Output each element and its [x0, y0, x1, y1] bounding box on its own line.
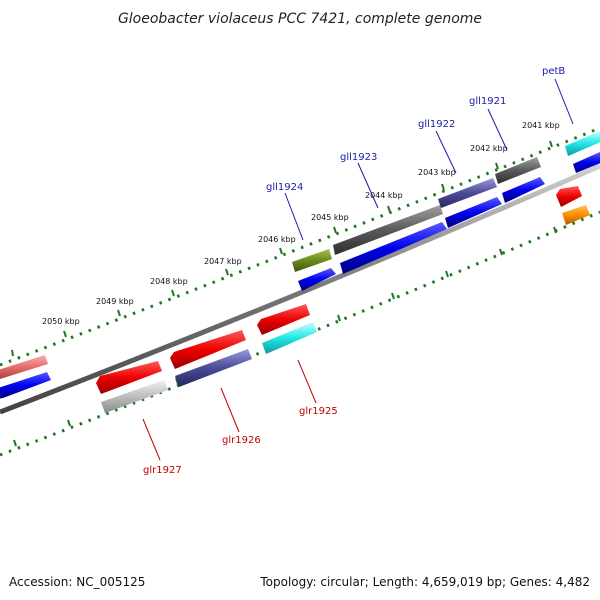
gene-label-gll1921[interactable]: gll1921: [469, 96, 506, 107]
gene-feature[interactable]: [292, 249, 332, 272]
forward-genes: [0, 131, 600, 399]
gene-feature[interactable]: [502, 177, 545, 203]
gene-feature[interactable]: [562, 205, 590, 225]
gene-feature[interactable]: [340, 222, 447, 274]
scale-label: 2044 kbp: [365, 191, 403, 200]
gene-feature[interactable]: [495, 157, 541, 184]
gene-label-glr1926[interactable]: glr1926: [222, 435, 261, 446]
gene-feature[interactable]: [565, 131, 600, 156]
gene-feature[interactable]: [257, 304, 310, 335]
scale-labels: 2041 kbp 2042 kbp 2043 kbp 2044 kbp 2045…: [42, 121, 560, 326]
scale-label: 2041 kbp: [522, 121, 560, 130]
scale-label: 2043 kbp: [418, 168, 456, 177]
gene-feature[interactable]: [445, 197, 502, 228]
scale-label: 2045 kbp: [311, 213, 349, 222]
gene-feature[interactable]: [333, 205, 443, 255]
gene-feature[interactable]: [573, 152, 600, 173]
gene-labels: petB gll1921 gll1922 gll1923 gll1924 glr…: [143, 66, 565, 476]
gene-feature[interactable]: [170, 330, 246, 369]
scale-label: 2049 kbp: [96, 297, 134, 306]
gene-feature[interactable]: [438, 178, 497, 208]
gene-label-glr1925[interactable]: glr1925: [299, 406, 338, 417]
gene-label-petb[interactable]: petB: [542, 66, 565, 77]
gene-label-glr1927[interactable]: glr1927: [143, 465, 182, 476]
label-leaders: [142, 78, 574, 461]
gene-label-gll1924[interactable]: gll1924: [266, 182, 303, 193]
scale-label: 2046 kbp: [258, 235, 296, 244]
accession-label: Accession: NC_005125: [9, 575, 145, 589]
reverse-genes: [96, 186, 590, 413]
gene-feature[interactable]: [0, 355, 48, 380]
scale-label: 2048 kbp: [150, 277, 188, 286]
genome-summary: Topology: circular; Length: 4,659,019 bp…: [259, 575, 590, 589]
gene-label-gll1923[interactable]: gll1923: [340, 152, 377, 163]
map-title: Gloeobacter violaceus PCC 7421, complete…: [118, 11, 482, 27]
gene-feature[interactable]: [0, 372, 51, 399]
scale-label: 2047 kbp: [204, 257, 242, 266]
gene-feature[interactable]: [175, 349, 252, 387]
scale-label: 2050 kbp: [42, 317, 80, 326]
gene-label-gll1922[interactable]: gll1922: [418, 119, 455, 130]
gene-feature[interactable]: [96, 361, 162, 394]
gene-feature[interactable]: [262, 322, 317, 354]
gene-feature[interactable]: [298, 268, 336, 291]
genome-backbone: [0, 163, 600, 415]
scale-label: 2042 kbp: [470, 144, 508, 153]
gene-feature[interactable]: [556, 186, 582, 207]
gene-feature[interactable]: [101, 380, 168, 413]
outer-scale-track: [0, 126, 600, 367]
